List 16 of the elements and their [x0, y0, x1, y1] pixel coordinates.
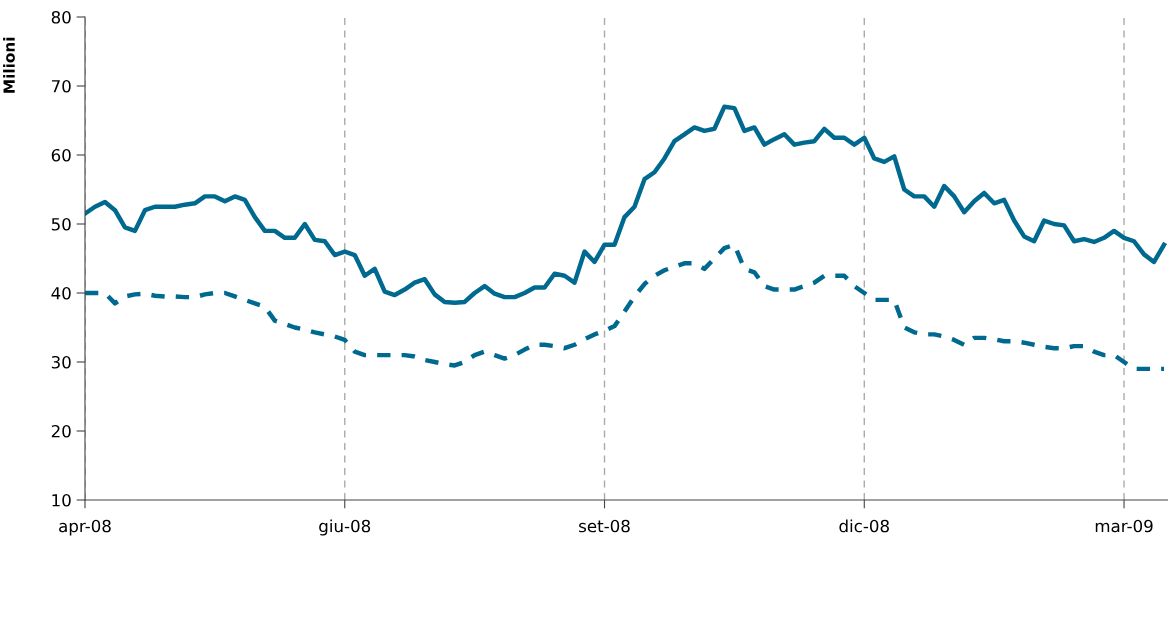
y-tick-label: 80: [51, 10, 71, 24]
x-tick-label: mar-09: [1095, 519, 1153, 533]
line-series: [85, 242, 1167, 372]
y-tick-label: 60: [51, 148, 71, 162]
y-axis-title: Milioni: [3, 37, 15, 93]
x-tick-label: set-08: [579, 519, 630, 533]
y-tick-label: 30: [51, 355, 71, 369]
x-tick-label: apr-08: [59, 519, 111, 536]
y-tick-label: 50: [51, 217, 71, 231]
x-tick-label: giu-08: [319, 519, 371, 536]
y-tick-label: 20: [51, 424, 71, 438]
y-tick-label: 70: [51, 79, 71, 93]
y-tick-label: 40: [51, 286, 71, 300]
y-tick-label: 10: [52, 493, 71, 507]
line-series: [85, 104, 1167, 305]
x-tick-label: dic-08: [839, 519, 889, 533]
